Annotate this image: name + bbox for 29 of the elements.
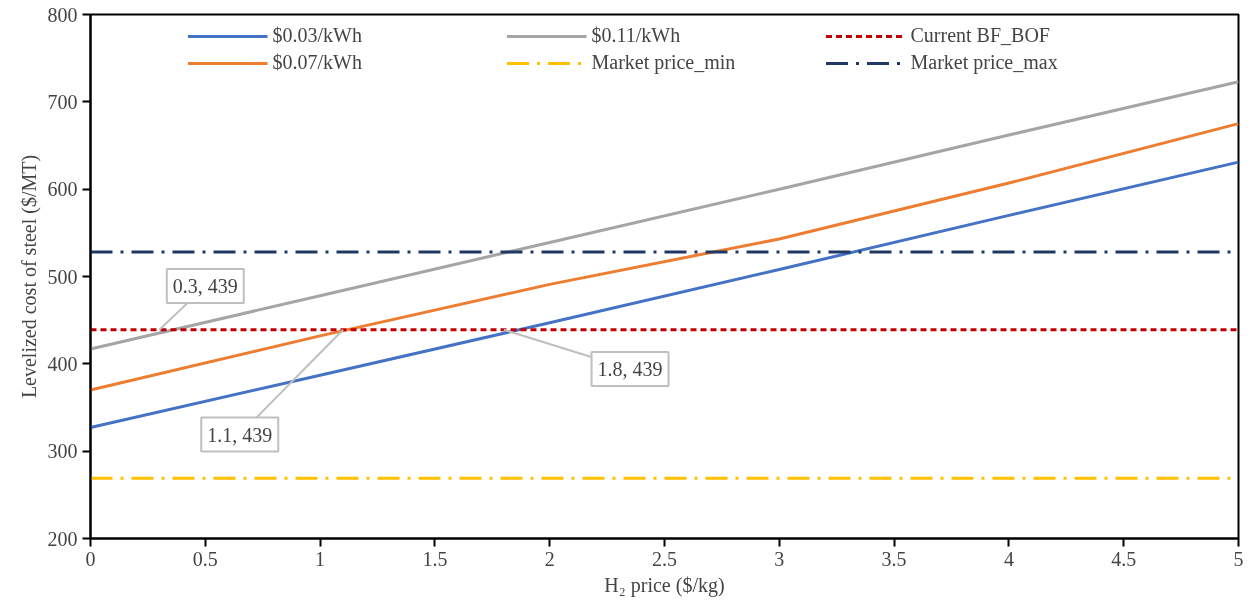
annotation: 1.1, 439 <box>207 423 273 446</box>
x-tick-label: 4 <box>1003 547 1014 570</box>
legend-label: Current BF_BOF <box>910 24 1051 47</box>
x-tick-label: 1 <box>315 547 326 570</box>
y-axis-title: Levelized cost of steel ($/MT) <box>17 154 41 399</box>
y-tick-label: 600 <box>47 178 78 201</box>
y-tick-label: 700 <box>47 90 78 113</box>
x-tick-label: 3.5 <box>881 547 907 570</box>
x-tick-label: 5 <box>1233 547 1244 570</box>
x-tick-label: 4.5 <box>1111 547 1137 570</box>
y-tick-label: 500 <box>47 265 78 288</box>
legend-label: $0.11/kWh <box>591 24 682 47</box>
y-tick-label: 300 <box>47 440 78 463</box>
y-tick-label: 400 <box>47 352 78 375</box>
x-tick-label: 3 <box>774 547 785 570</box>
x-tick-label: 2.5 <box>652 547 677 570</box>
x-tick-label: 1.5 <box>422 547 448 570</box>
x-tick-label: 0.5 <box>192 547 218 570</box>
annotation: 1.8, 439 <box>597 358 663 381</box>
y-tick-label: 200 <box>47 527 78 550</box>
legend-label: Market price_max <box>910 51 1059 74</box>
x-tick-label: 0 <box>85 547 96 570</box>
annotation: 0.3, 439 <box>172 275 238 298</box>
legend-label: $0.07/kWh <box>272 51 363 74</box>
legend-label: Market price_min <box>591 51 737 74</box>
y-tick-label: 800 <box>47 3 78 26</box>
x-tick-label: 2 <box>544 547 555 570</box>
x-axis-title: H₂ price ($/kg) <box>604 573 725 597</box>
legend-label: $0.03/kWh <box>272 24 363 47</box>
